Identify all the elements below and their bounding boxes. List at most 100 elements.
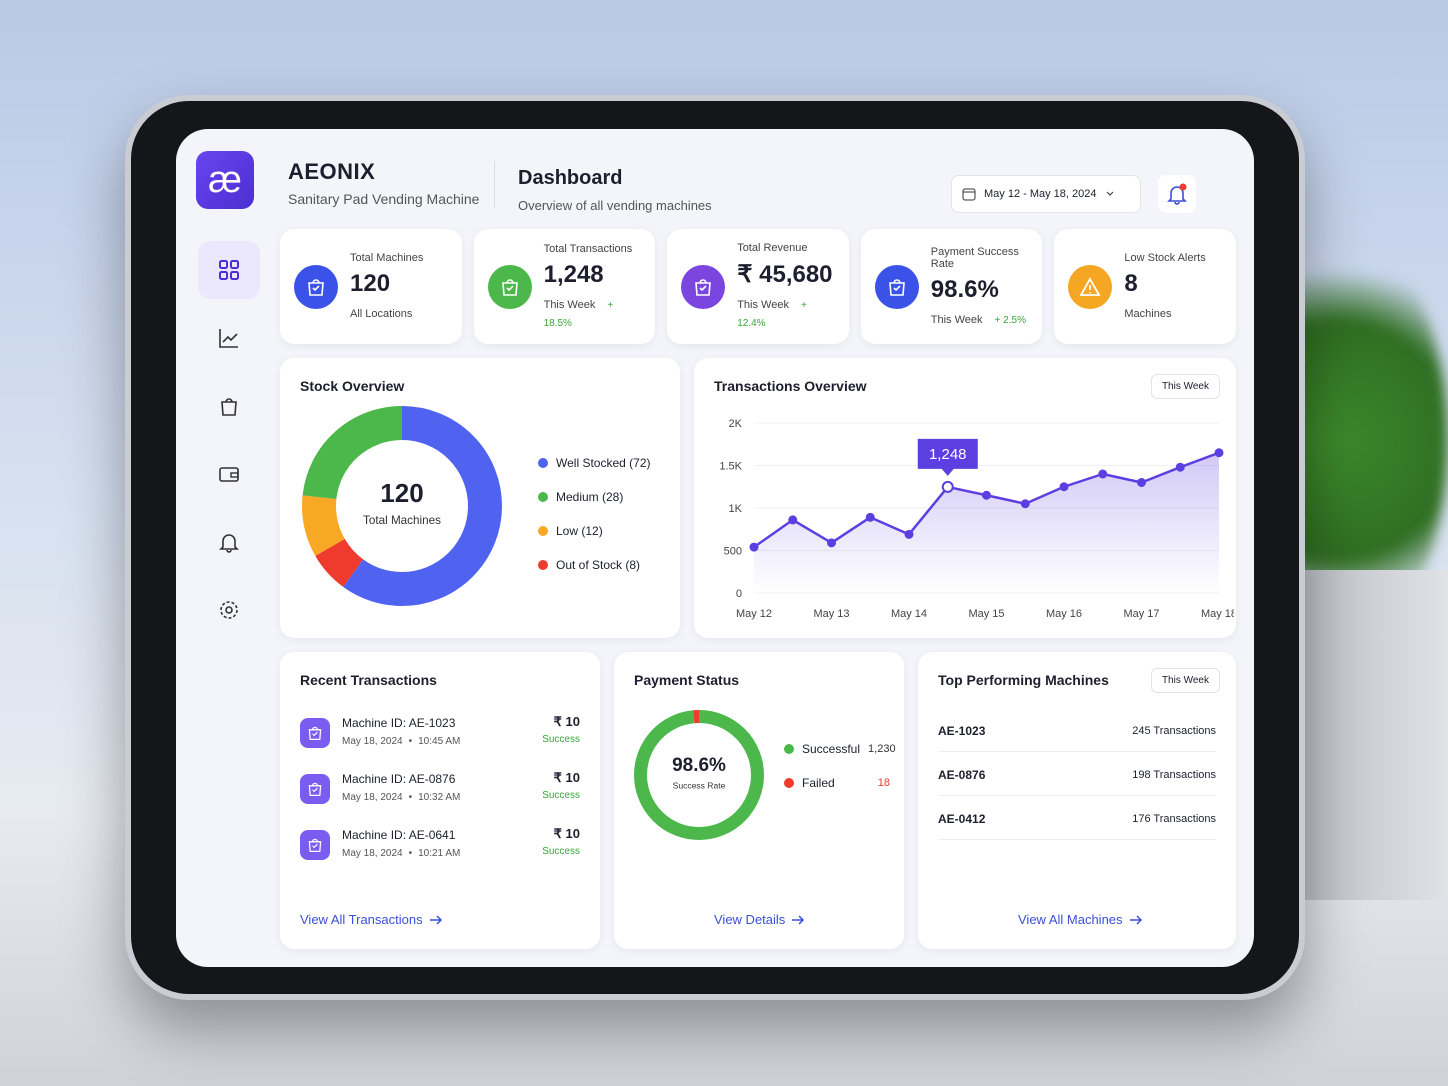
legend-item: Failed 18 bbox=[784, 776, 890, 790]
legend-label: Successful bbox=[802, 742, 861, 756]
point bbox=[865, 512, 875, 522]
machine-transactions: 176 Transactions bbox=[1132, 812, 1216, 825]
callout-label: 1,248 bbox=[929, 446, 967, 463]
brand-subtitle: Sanitary Pad Vending Machine bbox=[288, 191, 480, 207]
link-text: View All Transactions bbox=[300, 912, 423, 927]
point bbox=[1020, 499, 1030, 509]
legend-key: Failed bbox=[784, 776, 835, 790]
middle-row: Stock Overview 120 Total Machines Well St… bbox=[280, 358, 1236, 638]
x-tick-label: May 12 bbox=[736, 608, 772, 620]
nav-analytics[interactable] bbox=[198, 309, 260, 367]
y-tick-label: 500 bbox=[724, 546, 742, 558]
kpi-label: Total Transactions bbox=[543, 242, 633, 255]
stock-donut: 120 Total Machines bbox=[302, 406, 502, 606]
legend: Well Stocked (72) Medium (28) Low (12) Out … bbox=[538, 456, 650, 592]
tx-status: Success bbox=[542, 790, 580, 801]
kpi-value: 98.6% bbox=[930, 275, 999, 303]
page-heading: Dashboard Overview of all vending machin… bbox=[518, 167, 712, 213]
point bbox=[982, 490, 991, 500]
donut-segment bbox=[302, 406, 502, 606]
y-tick-label: 2K bbox=[729, 418, 743, 430]
card-title: Payment Status bbox=[634, 672, 740, 688]
link-text: View All Machines bbox=[1018, 912, 1123, 927]
tx-icon bbox=[300, 830, 330, 860]
tx-date: May 18, 2024 bbox=[342, 848, 403, 859]
payment-card: Payment Status 98.6% Success Rate Success… bbox=[614, 652, 904, 949]
nav-products[interactable] bbox=[198, 377, 260, 435]
transaction: Machine ID: AE-1023 May 18, 2024 • 10:45 AM… bbox=[300, 714, 580, 764]
date-picker[interactable]: May 12 - May 18, 2024 bbox=[951, 175, 1141, 213]
point bbox=[1059, 482, 1069, 492]
tx-time: 10:32 AM bbox=[418, 792, 461, 803]
kpi-icon bbox=[681, 264, 726, 309]
view-all-machines[interactable]: View All Machines bbox=[1018, 912, 1143, 927]
x-tick-label: May 15 bbox=[968, 608, 1004, 620]
brand-name: AEONIX bbox=[288, 159, 376, 184]
tx-date: May 18, 2024 bbox=[342, 792, 403, 803]
nav-settings[interactable] bbox=[198, 581, 260, 639]
kpi-note: This Week bbox=[543, 298, 596, 311]
kpi-icon bbox=[874, 264, 919, 309]
top-machines-card: Top Performing Machines This Week View A… bbox=[918, 652, 1236, 949]
view-details[interactable]: View Details bbox=[714, 912, 805, 927]
kpi-text: Low Stock Alerts 8 Machines bbox=[1124, 252, 1205, 322]
nav-wallet[interactable] bbox=[198, 445, 260, 503]
view-all-transactions[interactable]: View All Transactions bbox=[300, 912, 443, 927]
machine-row: AE-0876 198 Transactions bbox=[938, 754, 1216, 796]
kpi-note: All Locations bbox=[350, 307, 413, 320]
legend-key: Out of Stock (8) bbox=[538, 558, 640, 572]
legend-label: Low (12) bbox=[556, 524, 603, 538]
tx-datetime: May 18, 2024 • 10:45 AM bbox=[342, 736, 460, 747]
donut-segment bbox=[634, 710, 764, 840]
point bbox=[827, 538, 836, 548]
kpi-icon bbox=[487, 264, 532, 309]
date-range: May 12 - May 18, 2024 bbox=[984, 188, 1097, 200]
brand: AEONIX Sanitary Pad Vending Machine bbox=[288, 159, 479, 207]
legend-label: Failed bbox=[802, 776, 835, 790]
tx-time: 10:45 AM bbox=[418, 736, 461, 747]
card-title: Top Performing Machines bbox=[938, 672, 1109, 688]
kpi-footer: This Week + 12.4% bbox=[737, 295, 835, 331]
kpi-card: Total Revenue ₹ 45,680 This Week + 12.4% bbox=[667, 229, 849, 344]
calendar-icon bbox=[962, 188, 976, 201]
machine-id: AE-0412 bbox=[938, 811, 986, 826]
legend-item: Successful 1,230 bbox=[784, 742, 896, 756]
kpi-note: This Week bbox=[737, 299, 789, 311]
legend-item: Out of Stock (8) bbox=[538, 558, 650, 572]
legend-dot bbox=[784, 744, 794, 754]
legend-dot bbox=[538, 458, 548, 468]
kpi-text: Total Transactions 1,248 This Week + 18.5% bbox=[544, 243, 642, 331]
nav-dashboard[interactable] bbox=[198, 241, 260, 299]
machine-row: AE-1023 245 Transactions bbox=[938, 710, 1216, 752]
legend-label: Well Stocked (72) bbox=[556, 456, 651, 470]
card-title: Recent Transactions bbox=[300, 672, 437, 688]
tx-datetime: May 18, 2024 • 10:21 AM bbox=[342, 848, 460, 859]
kpi-footer: This Week + 18.5% bbox=[544, 295, 642, 331]
kpi-value: ₹ 45,680 bbox=[737, 261, 833, 288]
recent-card: Recent Transactions View All Transaction… bbox=[280, 652, 600, 949]
kpi-row: Total Machines 120 All Locations Total Tran… bbox=[280, 229, 1236, 344]
plant-pot bbox=[1288, 570, 1448, 900]
transaction: Machine ID: AE-0641 May 18, 2024 • 10:21 AM… bbox=[300, 826, 580, 876]
page-subtitle: Overview of all vending machines bbox=[518, 198, 712, 213]
logo: æ bbox=[196, 151, 254, 209]
kpi-note: Machines bbox=[1124, 307, 1172, 320]
center-value: 98.6% bbox=[672, 755, 726, 776]
legend-item: Low (12) bbox=[538, 524, 650, 538]
filter[interactable]: This Week bbox=[1150, 668, 1220, 693]
legend-dot bbox=[538, 492, 548, 502]
center-label: Total Machines bbox=[363, 514, 441, 527]
nav-alerts[interactable] bbox=[198, 513, 260, 571]
kpi-value: 8 bbox=[1124, 269, 1138, 297]
legend-item: Well Stocked (72) bbox=[538, 456, 650, 470]
sidebar bbox=[198, 241, 260, 649]
legend-value: 1,230 bbox=[868, 743, 896, 755]
point bbox=[1214, 448, 1224, 458]
link-text: View Details bbox=[714, 912, 786, 927]
tx-date: May 18, 2024 bbox=[342, 736, 403, 747]
y-tick-label: 1.5K bbox=[719, 461, 742, 473]
separator: • bbox=[408, 792, 413, 803]
notifications[interactable] bbox=[1158, 175, 1196, 213]
kpi-change: + 12.4% bbox=[737, 300, 807, 329]
filter[interactable]: This Week bbox=[1150, 374, 1220, 399]
